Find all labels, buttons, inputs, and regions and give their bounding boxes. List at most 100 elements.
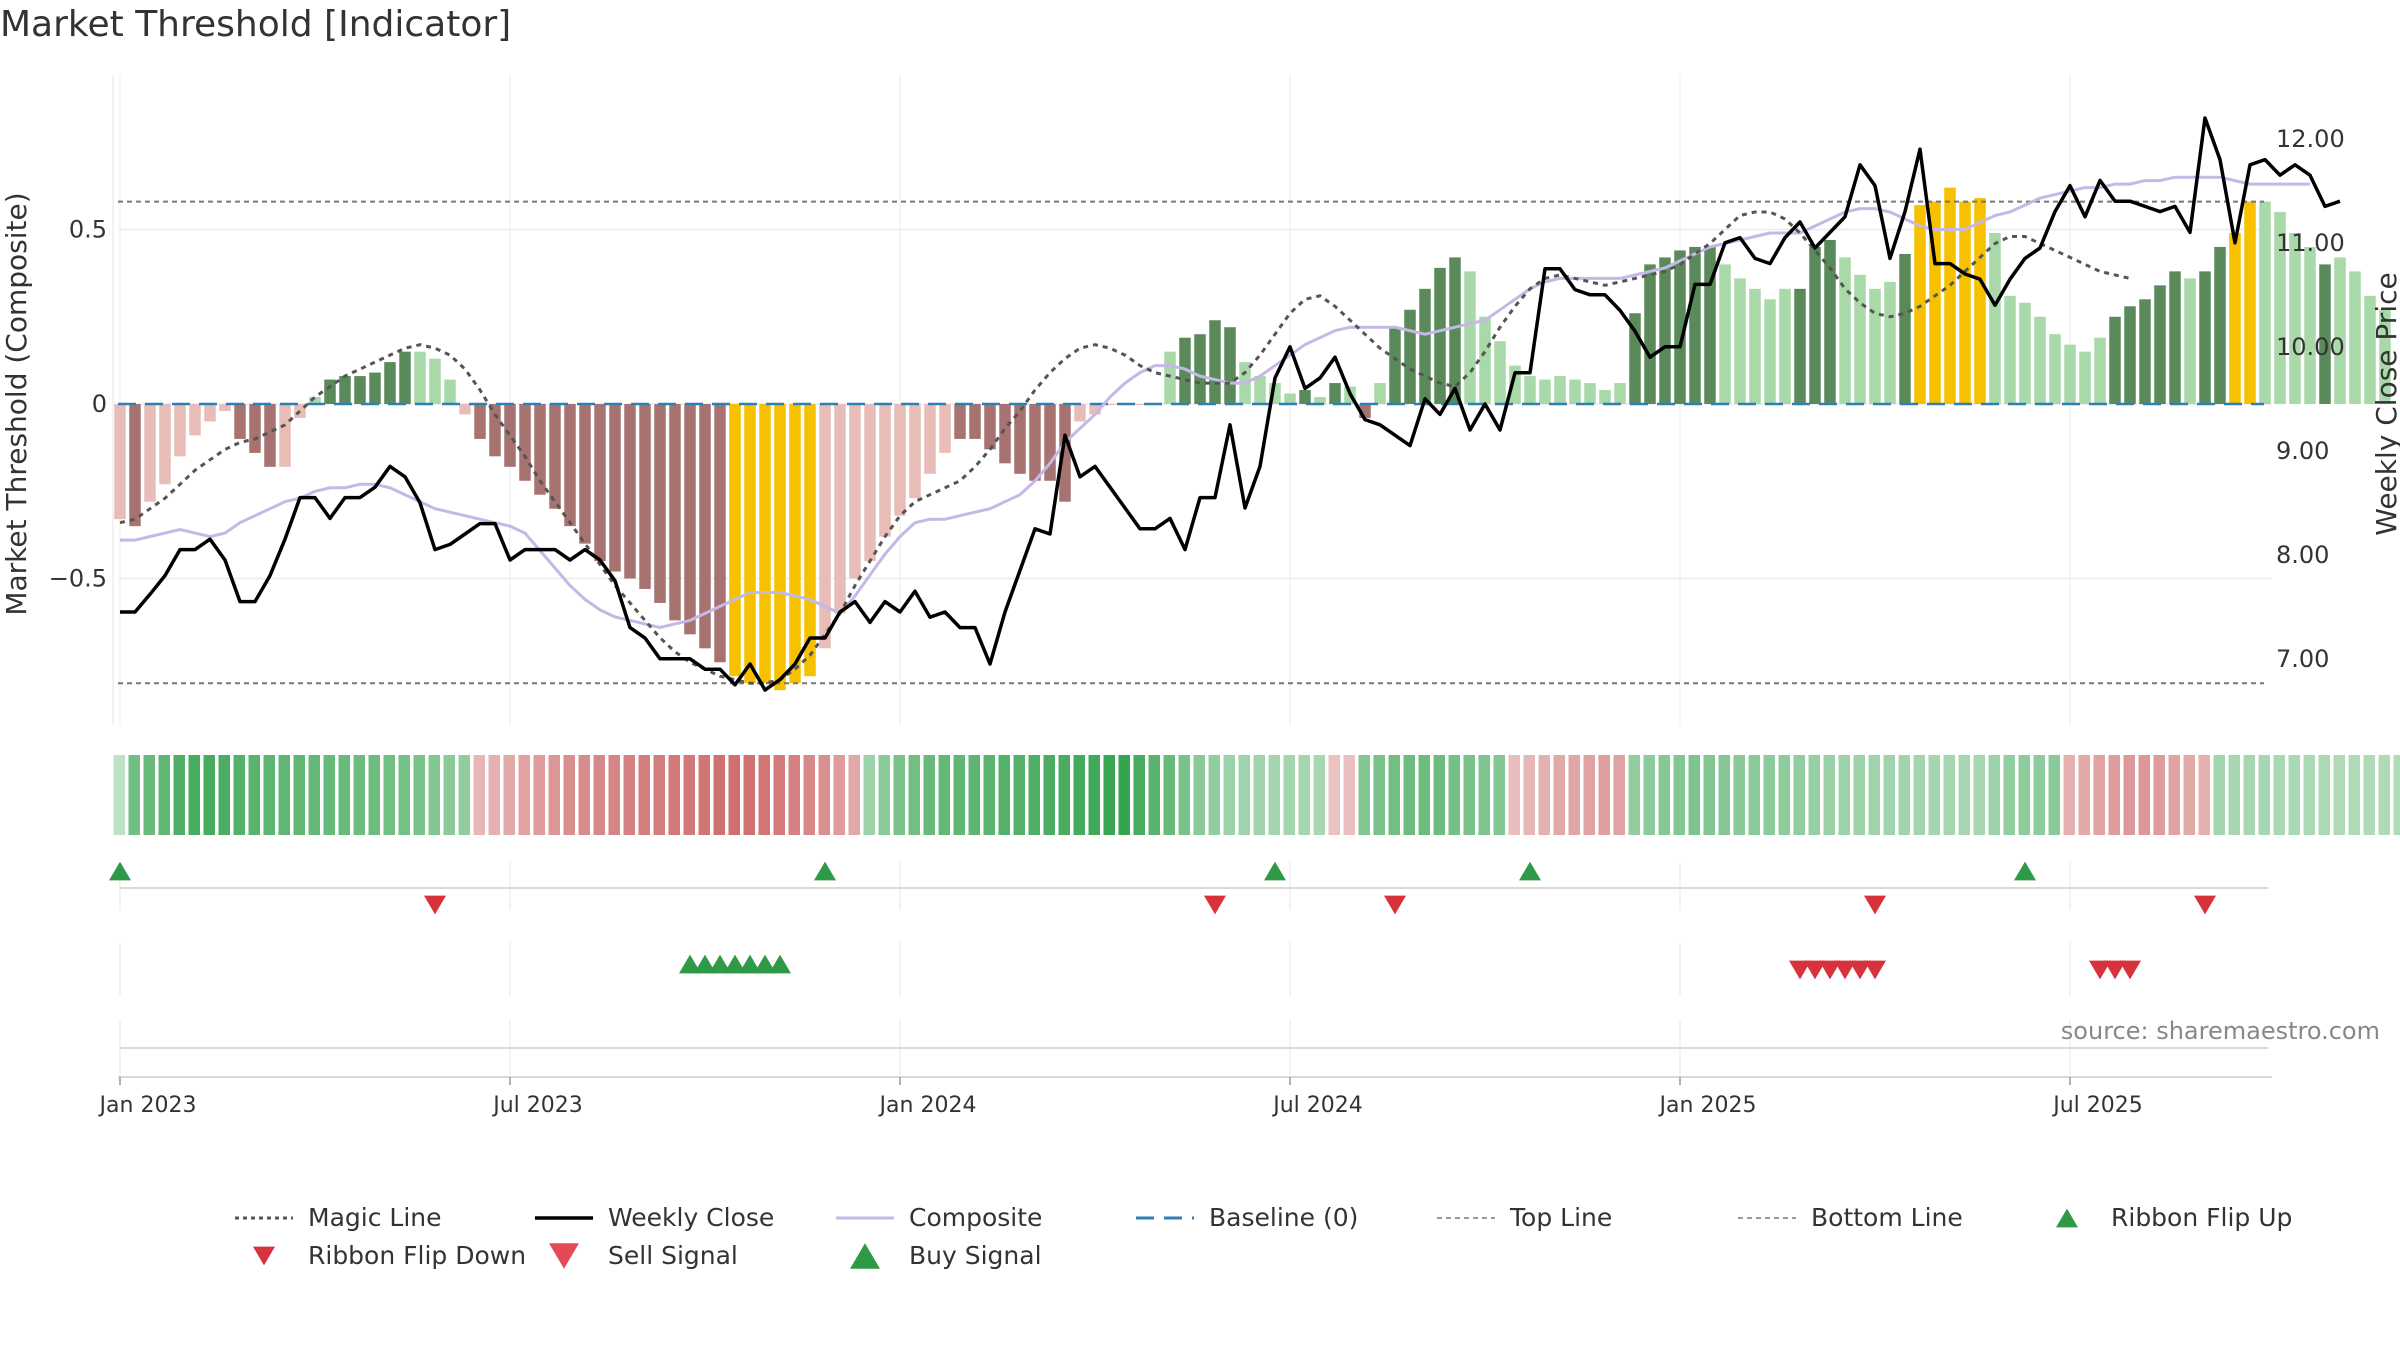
composite-bar — [2049, 334, 2061, 404]
ribbon-cell — [728, 755, 740, 835]
ribbon-cell — [1433, 755, 1445, 835]
y-tick-label: 0 — [92, 390, 107, 418]
ribbon-cell — [698, 755, 710, 835]
composite-bar — [1779, 288, 1791, 404]
composite-bar — [1029, 404, 1041, 481]
ribbon-cell — [1448, 755, 1460, 835]
composite-bar — [459, 404, 471, 415]
composite-bar — [1419, 288, 1431, 404]
composite-bar — [1284, 393, 1296, 404]
composite-bar — [1269, 383, 1281, 404]
sell-signal-marker — [1789, 960, 1811, 980]
ribbon-cell — [563, 755, 575, 835]
ribbon-flip-down-marker — [1204, 895, 1226, 915]
axes-layer: 0.5 0 −0.5 12.00 11.00 10.00 9.00 8.00 7.00 Marke… — [0, 75, 2400, 725]
ribbon-cell — [2378, 755, 2390, 835]
legend-label: Buy Signal — [909, 1241, 1042, 1270]
ribbon-cell — [2303, 755, 2315, 835]
ribbon-cell — [1913, 755, 1925, 835]
composite-bar — [1074, 404, 1086, 422]
composite-bar — [1959, 201, 1971, 404]
composite-bar — [1104, 404, 1116, 405]
ribbon-cell — [1328, 755, 1340, 835]
ribbon-cell — [833, 755, 845, 835]
ribbon-cell — [1598, 755, 1610, 835]
ribbon-cell — [848, 755, 860, 835]
ribbon-cell — [143, 755, 155, 835]
ribbon-cell — [1898, 755, 1910, 835]
composite-bar — [1674, 250, 1686, 404]
y2-axis-label: Weekly Close Price — [2370, 272, 2400, 535]
composite-bar — [729, 404, 741, 677]
composite-bar — [504, 404, 516, 467]
composite-bar — [264, 404, 276, 467]
ribbon-cell — [2108, 755, 2120, 835]
composite-bar — [2019, 302, 2031, 404]
ribbon-cell — [203, 755, 215, 835]
ribbon-cell — [623, 755, 635, 835]
ribbon-cell — [1838, 755, 1850, 835]
composite-bar — [279, 404, 291, 467]
x-tick-label: Jul 2023 — [491, 1093, 583, 1118]
ribbon-cell — [1568, 755, 1580, 835]
ribbon-cell — [1283, 755, 1295, 835]
ribbon-cell — [1058, 755, 1070, 835]
legend-swatch-sell — [549, 1243, 579, 1269]
composite-bar — [1659, 257, 1671, 404]
ribbon-cell — [1613, 755, 1625, 835]
ribbon-cell — [1028, 755, 1040, 835]
composite-bars — [114, 187, 2391, 691]
ribbon-cell — [1073, 755, 1085, 835]
ribbon-cell — [1493, 755, 1505, 835]
composite-bar — [129, 404, 141, 527]
legend-label: Ribbon Flip Down — [308, 1241, 526, 1270]
ribbon-cell — [1403, 755, 1415, 835]
composite-bar — [1794, 288, 1806, 404]
ribbon-cell — [1928, 755, 1940, 835]
ribbon-cell — [2228, 755, 2240, 835]
composite-bar — [534, 404, 546, 495]
x-tick-label: Jan 2023 — [98, 1093, 197, 1118]
ribbon-cell — [758, 755, 770, 835]
ribbon-cell — [713, 755, 725, 835]
composite-bar — [684, 404, 696, 635]
composite-bar — [594, 404, 606, 562]
y-axis-label: Market Threshold (Composite) — [0, 192, 33, 615]
sell-signal-marker — [1804, 960, 1826, 980]
composite-bar — [2154, 285, 2166, 404]
ribbon-cell — [368, 755, 380, 835]
composite-bar — [1764, 299, 1776, 404]
ribbon-cell — [533, 755, 545, 835]
composite-bar — [699, 404, 711, 649]
composite-bar — [1014, 404, 1026, 474]
legend-swatch-flip-up — [2056, 1208, 2078, 1228]
ribbon-cell — [1013, 755, 1025, 835]
composite-bar — [894, 404, 906, 516]
composite-bar — [1509, 365, 1521, 404]
composite-bar — [2244, 201, 2256, 404]
legend-label: Top Line — [1509, 1203, 1612, 1232]
composite-bar — [369, 372, 381, 404]
ribbon-cell — [968, 755, 980, 835]
ribbon-cell — [2003, 755, 2015, 835]
ribbon-cell — [1298, 755, 1310, 835]
buy-signal-marker — [769, 954, 791, 974]
ribbon-cell — [1253, 755, 1265, 835]
composite-bar — [1944, 187, 1956, 404]
ribbon-cell — [2363, 755, 2375, 835]
composite-bar — [564, 404, 576, 527]
ribbon-cell — [2348, 755, 2360, 835]
sell-signal-marker — [2119, 960, 2141, 980]
composite-bar — [324, 379, 336, 404]
composite-bar — [1194, 334, 1206, 404]
ribbon-cell — [2183, 755, 2195, 835]
y-tick-label: −0.5 — [49, 565, 107, 593]
composite-bar — [414, 351, 426, 404]
composite-bar — [1569, 379, 1581, 404]
y2-tick-label: 8.00 — [2276, 541, 2329, 569]
ribbon-cell — [1238, 755, 1250, 835]
ribbon-cell — [173, 755, 185, 835]
ribbon-cell — [1343, 755, 1355, 835]
composite-bar — [2139, 299, 2151, 404]
